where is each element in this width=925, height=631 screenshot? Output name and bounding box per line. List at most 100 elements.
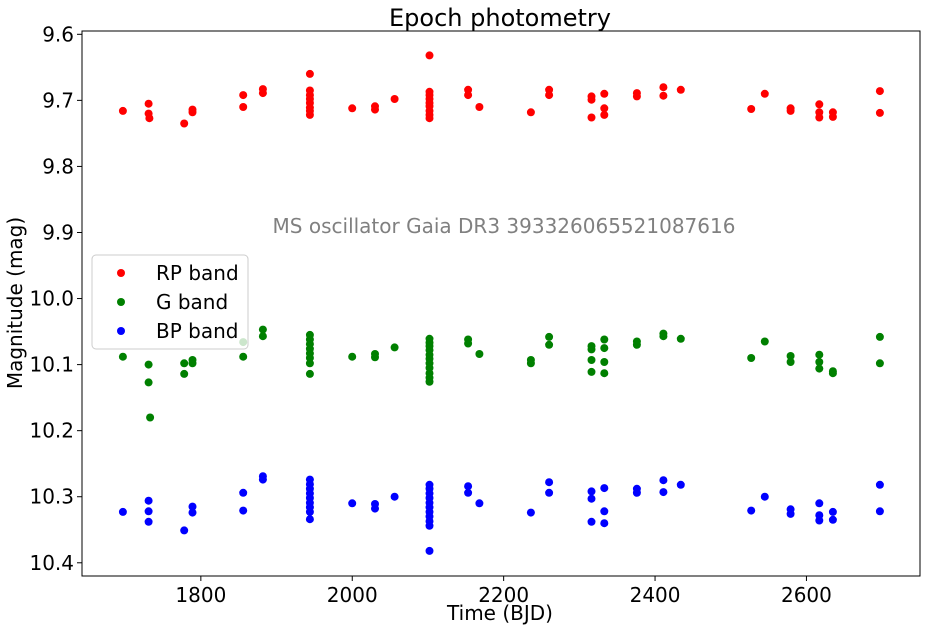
g-band-point — [587, 356, 596, 364]
g-band-point — [258, 332, 267, 341]
g-band-point — [118, 352, 127, 361]
y-tick-label: 9.6 — [42, 22, 74, 46]
y-tick-label: 10.0 — [29, 287, 74, 311]
rp-band-point — [659, 91, 668, 100]
g-band-point — [875, 359, 884, 368]
bp-band-point — [180, 526, 189, 535]
g-band-point — [545, 340, 554, 349]
legend: RP band G band BP band — [91, 254, 249, 350]
rp-band-point — [371, 105, 379, 114]
bp-band-point — [371, 504, 379, 513]
bp-band-point — [632, 488, 641, 497]
g-band-point — [875, 332, 884, 341]
bp-band-point — [760, 492, 769, 501]
bp-band-point — [144, 496, 153, 505]
rp-band-point — [786, 106, 795, 115]
x-tick-label: 2200 — [478, 583, 529, 607]
rp-band-point — [145, 114, 154, 123]
legend-label-rp: RP band — [156, 261, 239, 285]
bp-band-point — [305, 515, 314, 524]
rp-band-point — [587, 113, 596, 122]
rp-band-point — [188, 108, 197, 117]
rp-band-point — [144, 99, 153, 108]
y-tick-label: 10.4 — [29, 551, 74, 575]
bp-band-point — [188, 508, 197, 517]
bp-band-point — [815, 516, 824, 525]
rp-band-point — [600, 104, 609, 113]
y-axis-label: Magnitude (mag) — [3, 217, 27, 389]
bp-band-point — [239, 488, 248, 497]
rp-band-point — [815, 113, 824, 122]
g-band-point — [587, 367, 596, 376]
x-tick-label: 2400 — [630, 583, 681, 607]
plot-frame — [81, 30, 921, 577]
y-tick-label: 9.9 — [42, 220, 74, 244]
g-band-point — [659, 332, 668, 341]
bp-band-point — [659, 488, 668, 497]
g-band-point — [188, 359, 197, 368]
rp-band-point — [600, 89, 609, 98]
g-band-point — [371, 353, 379, 362]
bp-band-point — [828, 507, 837, 516]
rp-band-point — [659, 83, 668, 92]
bp-band-point — [815, 499, 824, 508]
g-band-point — [425, 377, 434, 386]
legend-marker-bp — [117, 327, 125, 335]
g-band-point — [786, 352, 795, 360]
rp-band-point — [425, 114, 434, 123]
rp-band-point — [600, 110, 609, 119]
legend-marker-g — [117, 298, 125, 306]
g-band-point — [305, 359, 314, 368]
bp-band-point — [587, 517, 596, 526]
bp-band-point — [786, 509, 795, 518]
g-band-point — [464, 339, 473, 348]
y-tick-label: 10.2 — [29, 419, 74, 443]
rp-band-point — [475, 103, 484, 111]
rp-band-point — [815, 100, 824, 109]
bp-band-point — [600, 484, 609, 493]
bp-band-point — [390, 492, 399, 501]
legend-label-bp: BP band — [156, 319, 238, 343]
rp-band-point — [239, 91, 248, 100]
bp-band-point — [600, 507, 609, 516]
rp-band-point — [180, 119, 189, 128]
legend-label-g: G band — [156, 290, 228, 314]
bp-band-point — [348, 499, 357, 508]
y-tick-label: 10.3 — [29, 485, 74, 509]
rp-band-point — [390, 95, 399, 103]
bp-band-point — [545, 488, 554, 497]
g-band-point — [526, 359, 535, 368]
x-axis-label: Time (BJD) — [446, 601, 553, 625]
g-band-point — [305, 369, 314, 378]
axis-ticks: 1800 2000 2200 2400 2600 9.6 9.7 9.8 9.9 10.0 10.1… — [29, 22, 831, 607]
legend-box — [91, 254, 249, 350]
g-band-point — [600, 344, 609, 353]
g-band-point — [600, 358, 609, 366]
g-band-point — [348, 352, 357, 361]
rp-band-point — [425, 51, 434, 60]
g-band-point — [632, 340, 641, 349]
rp-band-point — [305, 69, 314, 78]
g-band-point — [390, 343, 399, 352]
rp-band-point — [747, 105, 756, 113]
bp-band-point — [587, 494, 596, 503]
g-band-point — [600, 335, 609, 344]
bp-band-point — [144, 507, 153, 516]
g-band-point — [180, 369, 189, 378]
y-tick-label: 9.8 — [42, 154, 74, 178]
bp-band-point — [258, 475, 267, 484]
data-points — [118, 51, 884, 555]
g-band-point — [239, 352, 248, 361]
rp-band-point — [348, 104, 357, 113]
bp-band-point — [587, 487, 596, 496]
rp-band-point — [239, 103, 248, 111]
rp-band-point — [305, 110, 314, 119]
rp-band-point — [258, 89, 267, 98]
g-band-point — [676, 334, 685, 343]
bp-band-point — [464, 482, 473, 491]
g-band-point — [600, 369, 609, 378]
rp-band-point — [545, 91, 554, 100]
rp-band-point — [875, 87, 884, 96]
bp-band-point — [875, 507, 884, 516]
